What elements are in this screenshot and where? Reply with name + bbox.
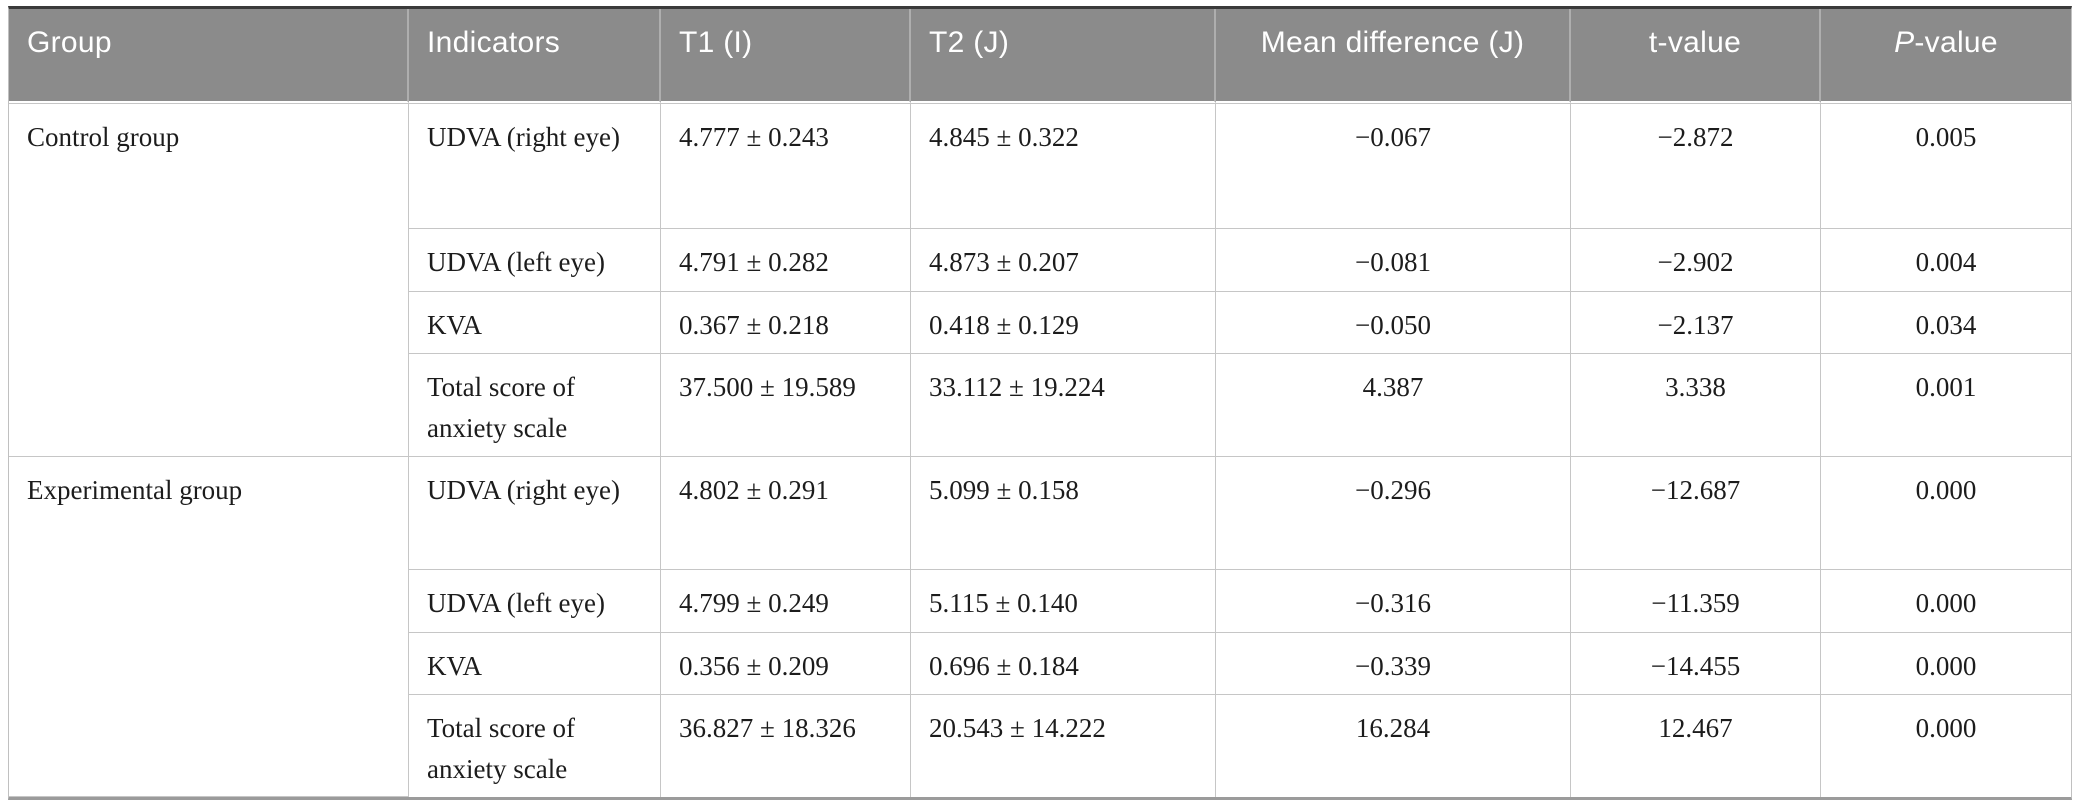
t2-cell: 0.696 ± 0.184 bbox=[911, 632, 1216, 695]
column-header-group: Group bbox=[9, 9, 409, 103]
t2-cell: 4.845 ± 0.322 bbox=[911, 103, 1216, 229]
column-header-t1: T1 (I) bbox=[661, 9, 911, 103]
t2-cell: 5.099 ± 0.158 bbox=[911, 457, 1216, 570]
p-value-cell: 0.000 bbox=[1821, 632, 2071, 695]
t-value-cell: −12.687 bbox=[1571, 457, 1821, 570]
table-header: Group Indicators T1 (I) T2 (J) Mean diff… bbox=[9, 9, 2071, 103]
table-row: UDVA (left eye) 4.791 ± 0.282 4.873 ± 0.… bbox=[9, 229, 2071, 292]
t2-cell: 33.112 ± 19.224 bbox=[911, 354, 1216, 457]
t1-cell: 0.356 ± 0.209 bbox=[661, 632, 911, 695]
table-body: Control group UDVA (right eye) 4.777 ± 0… bbox=[9, 103, 2071, 797]
t1-cell: 36.827 ± 18.326 bbox=[661, 695, 911, 797]
table-row: UDVA (left eye) 4.799 ± 0.249 5.115 ± 0.… bbox=[9, 570, 2071, 633]
t-value-cell: −2.872 bbox=[1571, 103, 1821, 229]
t1-cell: 37.500 ± 19.589 bbox=[661, 354, 911, 457]
statistics-table-frame: Group Indicators T1 (I) T2 (J) Mean diff… bbox=[8, 6, 2072, 800]
column-header-indicators: Indicators bbox=[409, 9, 661, 103]
p-value-cell: 0.001 bbox=[1821, 354, 2071, 457]
mean-difference-cell: 16.284 bbox=[1216, 695, 1571, 797]
t2-cell: 5.115 ± 0.140 bbox=[911, 570, 1216, 633]
p-value-cell: 0.000 bbox=[1821, 570, 2071, 633]
column-header-t2: T2 (J) bbox=[911, 9, 1216, 103]
table-row: Control group UDVA (right eye) 4.777 ± 0… bbox=[9, 103, 2071, 457]
mean-difference-cell: 4.387 bbox=[1216, 354, 1571, 457]
indicator-cell: Total score of anxiety scale bbox=[409, 354, 661, 457]
mean-difference-header-label: Mean difference (J) bbox=[1260, 26, 1525, 59]
t-value-cell: 3.338 bbox=[1571, 354, 1821, 457]
t2-cell: 20.543 ± 14.222 bbox=[911, 695, 1216, 797]
results-table: Group Indicators T1 (I) T2 (J) Mean diff… bbox=[9, 9, 2071, 797]
indicator-cell: UDVA (left eye) bbox=[409, 229, 661, 292]
table-row: Total score of anxiety scale 37.500 ± 19… bbox=[9, 354, 2071, 457]
mean-difference-cell: −0.050 bbox=[1216, 291, 1571, 354]
t1-cell: 4.802 ± 0.291 bbox=[661, 457, 911, 570]
mean-difference-cell: −0.081 bbox=[1216, 229, 1571, 292]
p-value-cell: 0.004 bbox=[1821, 229, 2071, 292]
t1-cell: 0.367 ± 0.218 bbox=[661, 291, 911, 354]
column-header-p-value: P-value bbox=[1821, 9, 2071, 103]
indicator-cell: UDVA (left eye) bbox=[409, 570, 661, 633]
t-value-cell: −2.137 bbox=[1571, 291, 1821, 354]
t1-cell: 4.799 ± 0.249 bbox=[661, 570, 911, 633]
p-value-cell: 0.034 bbox=[1821, 291, 2071, 354]
t-value-cell: 12.467 bbox=[1571, 695, 1821, 797]
group-cell-experimental: Experimental group bbox=[9, 457, 409, 797]
indicator-cell: KVA bbox=[409, 291, 661, 354]
p-value-header-italic-part: P bbox=[1894, 26, 1915, 59]
mean-difference-cell: −0.296 bbox=[1216, 457, 1571, 570]
table-row: Experimental group UDVA (right eye) 4.80… bbox=[9, 457, 2071, 797]
indicator-cell: UDVA (right eye) bbox=[409, 457, 661, 570]
indicator-cell: KVA bbox=[409, 632, 661, 695]
column-header-mean-difference: Mean difference (J) bbox=[1216, 9, 1571, 103]
column-header-t-value: t-value bbox=[1571, 9, 1821, 103]
mean-difference-cell: −0.316 bbox=[1216, 570, 1571, 633]
table-row: KVA 0.367 ± 0.218 0.418 ± 0.129 −0.050 −… bbox=[9, 291, 2071, 354]
mean-difference-cell: −0.067 bbox=[1216, 103, 1571, 229]
mean-difference-cell: −0.339 bbox=[1216, 632, 1571, 695]
t-value-cell: −14.455 bbox=[1571, 632, 1821, 695]
table-row: KVA 0.356 ± 0.209 0.696 ± 0.184 −0.339 −… bbox=[9, 632, 2071, 695]
t2-cell: 0.418 ± 0.129 bbox=[911, 291, 1216, 354]
t-value-cell: −2.902 bbox=[1571, 229, 1821, 292]
t-value-cell: −11.359 bbox=[1571, 570, 1821, 633]
indicator-cell: Total score of anxiety scale bbox=[409, 695, 661, 797]
group-cell-control: Control group bbox=[9, 103, 409, 457]
p-value-cell: 0.000 bbox=[1821, 695, 2071, 797]
t2-cell: 4.873 ± 0.207 bbox=[911, 229, 1216, 292]
t1-cell: 4.777 ± 0.243 bbox=[661, 103, 911, 229]
p-value-header-rest-part: -value bbox=[1914, 26, 1998, 59]
p-value-cell: 0.005 bbox=[1821, 103, 2071, 229]
indicator-cell: UDVA (right eye) bbox=[409, 103, 661, 229]
header-row: Group Indicators T1 (I) T2 (J) Mean diff… bbox=[9, 9, 2071, 103]
t1-cell: 4.791 ± 0.282 bbox=[661, 229, 911, 292]
p-value-cell: 0.000 bbox=[1821, 457, 2071, 570]
